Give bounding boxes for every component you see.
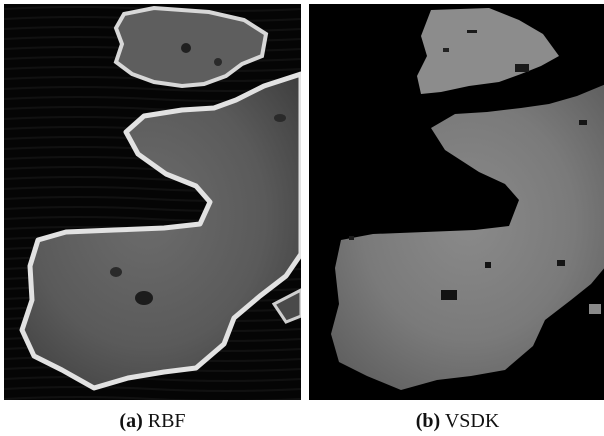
caption-rbf-tag: (a) [119,410,143,432]
caption-vsdk-tag: (b) [415,410,441,432]
caption-vsdk: (b) VSDK [309,408,604,434]
caption-rbf: (a) RBF [4,408,301,434]
caption-rbf-label: RBF [147,410,186,432]
vsdk-reconstruction-image [309,4,604,400]
caption-vsdk-label: VSDK [444,410,500,432]
rbf-reconstruction-image [4,4,301,400]
vsdk-image-panel [309,4,604,400]
rbf-image-panel [4,4,301,400]
